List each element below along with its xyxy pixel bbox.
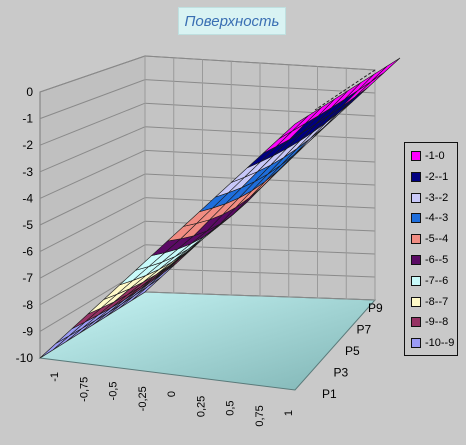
legend: -1-0 -2--1 -3--2 -4--3 -5--4 -6--5 -7--6 -8--7 -…: [404, 142, 458, 356]
legend-item: -10--9: [411, 335, 459, 351]
series-tick-label: P1: [322, 387, 337, 401]
legend-swatch: [411, 213, 421, 224]
x-tick-label: -0,5: [108, 382, 120, 401]
legend-swatch: [411, 171, 421, 182]
legend-label: -1-0: [425, 150, 445, 162]
legend-label: -6--5: [425, 254, 449, 266]
legend-label: -3--2: [425, 191, 449, 204]
z-tick-label: -7: [22, 271, 33, 285]
legend-label: -7--6: [425, 274, 449, 287]
chart-title: Поверхность: [178, 7, 286, 35]
surface-cell: [278, 115, 309, 139]
z-tick-label: 0: [26, 85, 33, 99]
series-tick-label: P5: [345, 344, 360, 358]
legend-swatch: [411, 255, 421, 265]
z-tick-label: -2: [22, 138, 33, 152]
legend-swatch: [411, 151, 421, 161]
legend-label: -8--7: [425, 295, 449, 308]
x-tick-label: -0,75: [78, 377, 90, 402]
legend-label: -5--4: [425, 233, 449, 246]
legend-item: -3--2: [411, 190, 459, 206]
z-tick-label: -9: [22, 324, 33, 338]
series-tick-label: P3: [334, 366, 349, 380]
x-tick-label: 0,25: [195, 396, 207, 417]
z-tick-label: -1: [22, 112, 33, 126]
legend-item: -7--6: [411, 273, 459, 289]
legend-label: -9--8: [425, 316, 449, 329]
legend-item: -5--4: [411, 231, 459, 247]
x-tick-label: 0: [166, 391, 178, 397]
z-tick-label: -3: [22, 165, 33, 179]
legend-swatch: [411, 338, 421, 349]
z-tick-label: -4: [22, 191, 33, 205]
legend-item: -4--3: [411, 210, 459, 226]
legend-swatch: [411, 296, 421, 307]
legend-swatch: [411, 317, 421, 328]
x-tick-label: 1: [283, 410, 295, 416]
legend-item: -8--7: [411, 294, 459, 310]
legend-swatch: [411, 234, 421, 245]
z-tick-label: -5: [22, 218, 33, 232]
x-tick-label: 0,5: [225, 401, 237, 416]
x-tick-label: 0,75: [254, 405, 266, 426]
x-tick-label: -1: [49, 372, 61, 382]
axis-guide: [314, 69, 376, 111]
legend-label: -2--1: [425, 170, 449, 183]
legend-label: -4--3: [425, 212, 449, 225]
x-tick-label: -0,25: [137, 386, 149, 411]
z-tick-label: -8: [22, 298, 33, 312]
legend-item: -2--1: [411, 169, 459, 185]
legend-item: -6--5: [411, 252, 459, 268]
legend-swatch: [411, 192, 421, 203]
series-tick-label: P7: [357, 323, 372, 337]
z-tick-label: -10: [16, 351, 34, 365]
legend-item: -1-0: [411, 148, 459, 164]
z-tick-label: -6: [22, 245, 33, 259]
legend-label: -10--9: [425, 337, 455, 350]
series-tick-label: P9: [368, 301, 383, 315]
legend-item: -9--8: [411, 314, 459, 330]
legend-swatch: [411, 275, 421, 286]
